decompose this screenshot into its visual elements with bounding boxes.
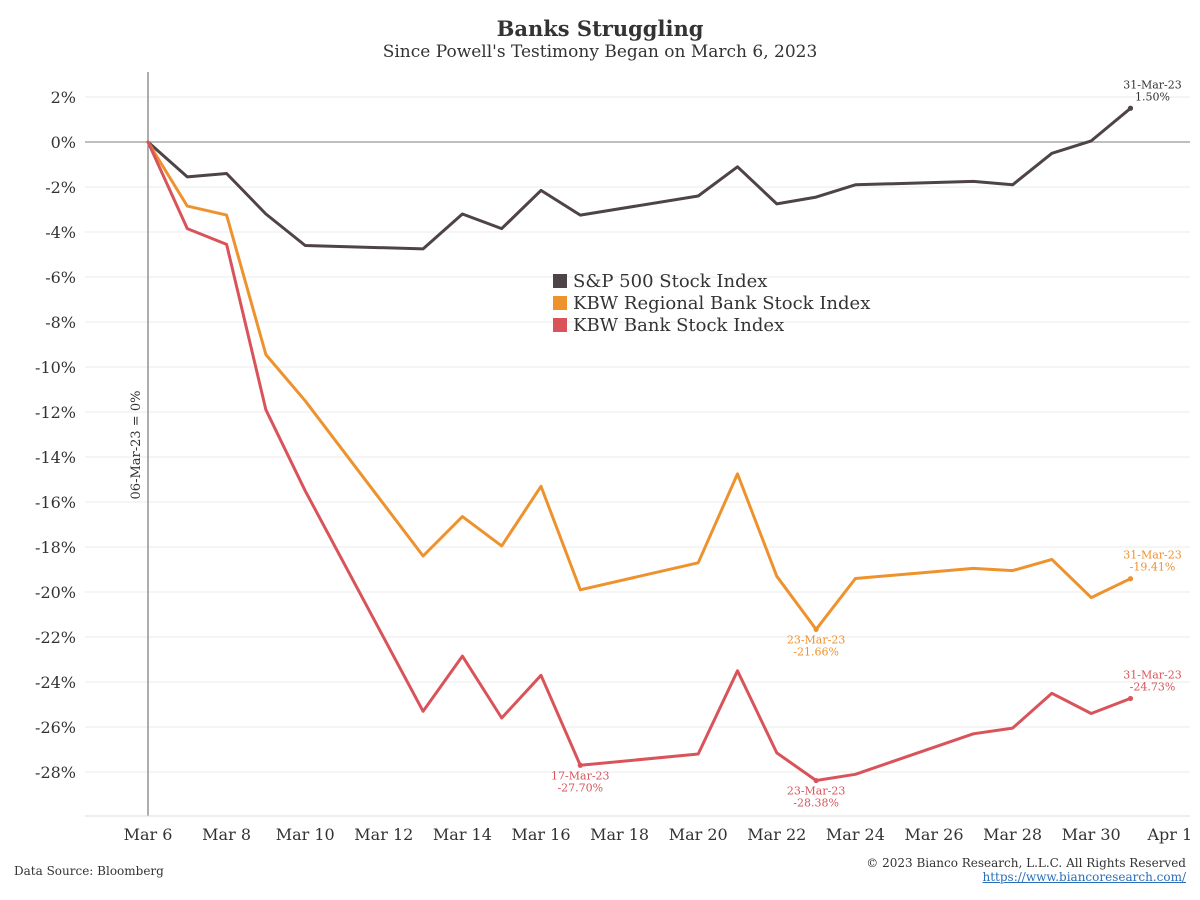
y-tick-label: -26%: [35, 718, 76, 737]
annotation-label: 17-Mar-23: [551, 769, 610, 782]
y-tick-label: -20%: [35, 583, 76, 602]
annotation-label: 31-Mar-23: [1123, 549, 1182, 562]
y-tick-label: -4%: [45, 223, 76, 242]
annotation-label: -21.66%: [793, 645, 839, 658]
x-tick-label: Mar 26: [904, 825, 963, 844]
series-line: [146, 140, 1132, 631]
data-source: Data Source: Bloomberg: [14, 864, 164, 878]
x-tick-label: Mar 20: [669, 825, 728, 844]
x-tick-label: Mar 6: [124, 825, 173, 844]
y-tick-label: -6%: [45, 268, 76, 287]
x-tick-label: Mar 28: [983, 825, 1042, 844]
baseline-marker-label: 06-Mar-23 = 0%: [129, 391, 144, 500]
y-axis-ticks: 2% 0% -2% -4% -6% -8% -10% -12% -14% -16% -18% -20%…: [35, 88, 76, 782]
annotation-marker: [813, 777, 819, 784]
y-tick-label: -12%: [35, 403, 76, 422]
data-annotations: 31-Mar-231.50%31-Mar-23-19.41%23-Mar-23-…: [551, 78, 1182, 809]
chart-subtitle: Since Powell's Testimony Began on March …: [382, 42, 818, 62]
website-link[interactable]: https://www.biancoresearch.com/: [982, 870, 1186, 884]
y-tick-label: 0%: [51, 133, 76, 152]
annotation-label: -19.41%: [1130, 561, 1176, 574]
legend-swatch: [553, 318, 567, 332]
y-tick-label: -24%: [35, 673, 76, 692]
gridlines: [85, 96, 1190, 773]
series-lines: [146, 106, 1132, 782]
x-tick-label: Mar 14: [433, 825, 492, 844]
chart-title: Banks Struggling: [496, 16, 704, 41]
annotation-label: -27.70%: [557, 781, 603, 794]
footer-credits: © 2023 Bianco Research, L.L.C. All Right…: [866, 856, 1186, 884]
x-tick-label: Mar 22: [747, 825, 806, 844]
annotation-marker: [1127, 576, 1134, 582]
legend-swatch: [553, 296, 567, 310]
y-tick-label: -22%: [35, 628, 76, 647]
x-tick-label: Mar 24: [826, 825, 885, 844]
y-tick-label: -16%: [35, 493, 76, 512]
annotation-marker: [1127, 105, 1134, 111]
y-tick-label: -10%: [35, 358, 76, 377]
annotation-label: 1.50%: [1135, 90, 1170, 103]
x-tick-label: Mar 30: [1062, 825, 1121, 844]
legend-label: KBW Bank Stock Index: [573, 315, 784, 336]
legend-swatch: [553, 274, 567, 288]
x-axis-ticks: Mar 6 Mar 8 Mar 10 Mar 12 Mar 14 Mar 16 Mar 18…: [85, 815, 1192, 844]
y-tick-label: -14%: [35, 448, 76, 467]
annotation-label: 23-Mar-23: [787, 633, 846, 646]
x-tick-label: Mar 18: [590, 825, 649, 844]
y-tick-label: -18%: [35, 538, 76, 557]
x-tick-label: Apr 1: [1146, 825, 1192, 844]
copyright-text: © 2023 Bianco Research, L.L.C. All Right…: [866, 856, 1186, 870]
annotation-marker: [577, 762, 583, 768]
legend-label: S&P 500 Stock Index: [573, 271, 767, 292]
annotation-label: 31-Mar-23: [1123, 668, 1182, 681]
annotation-label: -24.73%: [1130, 680, 1176, 693]
axes: 06-Mar-23 = 0%: [85, 72, 1190, 816]
series-line: [146, 140, 1132, 782]
y-tick-label: 2%: [51, 88, 76, 107]
annotation-label: 23-Mar-23: [787, 785, 846, 798]
legend-label: KBW Regional Bank Stock Index: [573, 293, 870, 314]
y-tick-label: -8%: [45, 313, 76, 332]
y-tick-label: -28%: [35, 763, 76, 782]
y-tick-label: -2%: [45, 178, 76, 197]
x-tick-label: Mar 16: [511, 825, 570, 844]
annotation-marker: [813, 626, 819, 632]
annotation-label: 31-Mar-23: [1123, 78, 1182, 91]
x-tick-label: Mar 8: [202, 825, 251, 844]
x-tick-label: Mar 10: [276, 825, 335, 844]
series-line: [146, 106, 1132, 251]
x-tick-label: Mar 12: [354, 825, 413, 844]
annotation-marker: [1127, 695, 1134, 702]
annotation-label: -28.38%: [793, 797, 839, 810]
